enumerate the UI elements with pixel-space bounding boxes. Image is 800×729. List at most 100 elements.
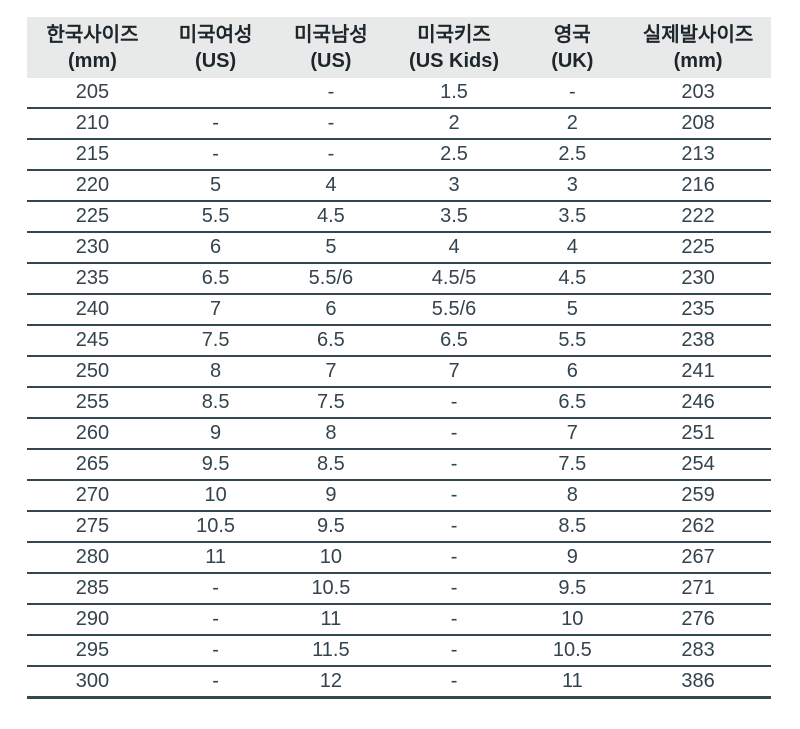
table-body: 205-1.5-203 210- -2 2 208 215- -2.5 2.5 213 220 5 4… — [27, 78, 771, 699]
table-cell: 6.5 — [519, 387, 626, 419]
column-header: 미국여성 (US) — [157, 17, 274, 78]
table-cell: 262 — [625, 511, 771, 543]
table-cell: 7 — [157, 294, 274, 326]
table-cell: 220 — [27, 170, 158, 202]
table-cell: 5.5/6 — [273, 263, 389, 295]
column-header: 한국사이즈 (mm) — [27, 17, 158, 78]
table-cell: 11.5 — [273, 635, 389, 667]
column-header: 실제발사이즈 (mm) — [625, 17, 771, 78]
table-cell: 11 — [157, 542, 274, 574]
column-header-label: 미국키즈 — [417, 24, 491, 46]
table-cell: 254 — [625, 449, 771, 481]
table-cell: 10.5 — [273, 573, 389, 605]
table-cell: 235 — [27, 263, 158, 295]
table-cell: 4 — [273, 170, 389, 202]
table-cell: 5.5 — [157, 201, 274, 233]
table-row: 295-11.5-10.5 283 — [27, 635, 771, 667]
table-cell: 270 — [27, 480, 158, 512]
table-row: 280 11 10-9 267 — [27, 542, 771, 574]
column-header: 미국남성 (US) — [273, 17, 389, 78]
table-cell: 3.5 — [388, 201, 520, 233]
table-cell: 7 — [273, 356, 389, 388]
table-cell: 8 — [273, 418, 389, 450]
table-cell — [157, 78, 274, 109]
table-row: 275 10.5 9.5-8.5 262 — [27, 511, 771, 543]
table-cell: 9.5 — [519, 573, 626, 605]
table-cell: 230 — [625, 263, 771, 295]
table-cell: 4 — [519, 232, 626, 264]
table-cell: 283 — [625, 635, 771, 667]
table-cell: 280 — [27, 542, 158, 574]
table-cell: 225 — [27, 201, 158, 233]
table-cell: - — [388, 666, 520, 699]
column-header: 영국 (UK) — [519, 17, 626, 78]
table-cell: 4.5 — [273, 201, 389, 233]
table-cell: 4.5/5 — [388, 263, 520, 295]
table-row: 290-11-10 276 — [27, 604, 771, 636]
table-cell: 285 — [27, 573, 158, 605]
table-row: 205-1.5-203 — [27, 78, 771, 109]
table-cell: - — [157, 604, 274, 636]
table-cell: - — [388, 387, 520, 419]
table-row: 255 8.5 7.5-6.5 246 — [27, 387, 771, 419]
table-cell: 250 — [27, 356, 158, 388]
table-cell: 9 — [519, 542, 626, 574]
table-cell: 8.5 — [157, 387, 274, 419]
table-cell: 3 — [519, 170, 626, 202]
table-row: 285-10.5-9.5 271 — [27, 573, 771, 605]
column-header-label: 한국사이즈 — [46, 24, 139, 46]
table-cell: - — [388, 604, 520, 636]
table-cell: 386 — [625, 666, 771, 699]
table-cell: 5.5/6 — [388, 294, 520, 326]
column-header-sublabel: (US Kids) — [409, 50, 500, 72]
table-cell: 10 — [157, 480, 274, 512]
table-cell: 246 — [625, 387, 771, 419]
table-cell: 10 — [273, 542, 389, 574]
table-cell: 11 — [519, 666, 626, 699]
column-header-label: 실제발사이즈 — [642, 24, 754, 46]
table-cell: 203 — [625, 78, 771, 109]
table-cell: - — [388, 511, 520, 543]
table-cell: 9 — [157, 418, 274, 450]
table-cell: 5.5 — [519, 325, 626, 357]
table-cell: 12 — [273, 666, 389, 699]
header-row: 한국사이즈 (mm) 미국여성 (US) 미국남성 (US) 미국키즈 (US Kids) 영국… — [27, 17, 771, 78]
column-header-sublabel: (mm) — [673, 50, 723, 72]
table-cell: 240 — [27, 294, 158, 326]
size-conversion-table: 한국사이즈 (mm) 미국여성 (US) 미국남성 (US) 미국키즈 (US Kids) 영국… — [27, 17, 771, 699]
table-cell: 276 — [625, 604, 771, 636]
table-cell: 216 — [625, 170, 771, 202]
table-row: 250 8 7 7 6 241 — [27, 356, 771, 388]
table-cell: 275 — [27, 511, 158, 543]
table-cell: 265 — [27, 449, 158, 481]
table-cell: 6 — [157, 232, 274, 264]
table-cell: 255 — [27, 387, 158, 419]
table-cell: 5 — [157, 170, 274, 202]
table-cell: 9.5 — [157, 449, 274, 481]
table-row: 210- -2 2 208 — [27, 108, 771, 140]
table-row: 220 5 4 3 3 216 — [27, 170, 771, 202]
table-cell: 8.5 — [273, 449, 389, 481]
table-cell: 295 — [27, 635, 158, 667]
table-cell: 271 — [625, 573, 771, 605]
table-row: 235 6.5 5.5/6 4.5/5 4.5 230 — [27, 263, 771, 295]
table-cell: 205 — [27, 78, 158, 109]
table-cell: 6.5 — [388, 325, 520, 357]
table-cell: 2 — [388, 108, 520, 140]
table-cell: - — [157, 108, 274, 140]
table-cell: 290 — [27, 604, 158, 636]
table-cell: 259 — [625, 480, 771, 512]
table-cell: - — [388, 635, 520, 667]
table-cell: 2 — [519, 108, 626, 140]
table-cell: 245 — [27, 325, 158, 357]
table-cell: 4.5 — [519, 263, 626, 295]
table-cell: - — [388, 449, 520, 481]
column-header-label: 미국여성 — [178, 24, 253, 46]
column-header-label: 영국 — [553, 24, 591, 46]
table-cell: - — [273, 108, 389, 140]
table-cell: 7 — [388, 356, 520, 388]
table-row: 225 5.5 4.5 3.5 3.5 222 — [27, 201, 771, 233]
table-cell: 10.5 — [157, 511, 274, 543]
table-cell: 267 — [625, 542, 771, 574]
